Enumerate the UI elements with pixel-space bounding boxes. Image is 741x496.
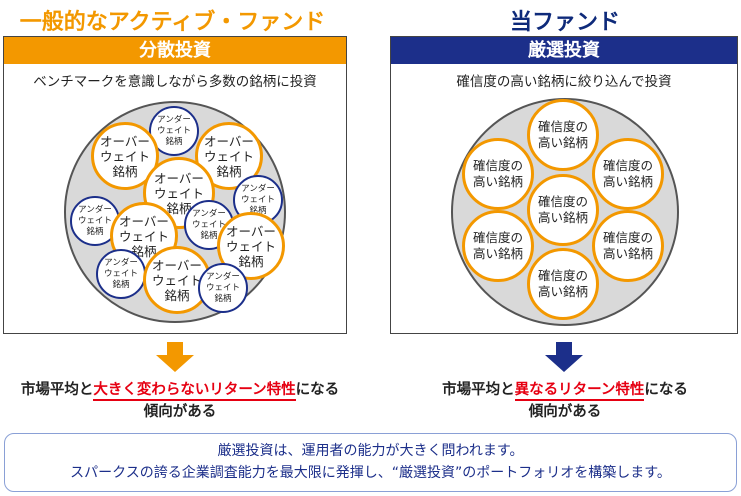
footer-line2: スパークスの誇る企業調査能力を最大限に発揮し、“厳選投資”のポートフォリオを構築… bbox=[70, 465, 671, 481]
right-result-highlight: 異なるリターン特性 bbox=[514, 382, 645, 401]
footer-line1: 厳選投資は、運用者の能力が大きく問われます。 bbox=[217, 443, 524, 459]
right-result-prefix: 市場平均と bbox=[442, 382, 515, 398]
under-weight-circle: アンダー ウェイト 銘柄 bbox=[96, 249, 146, 299]
right-result-text: 市場平均と異なるリターン特性になる 傾向がある bbox=[390, 379, 740, 423]
right-result-line2: 傾向がある bbox=[528, 404, 602, 420]
left-down-arrow bbox=[156, 342, 194, 372]
right-result-suffix: になる bbox=[644, 382, 688, 398]
left-result-prefix: 市場平均と bbox=[20, 382, 94, 398]
high-conviction-circle: 確信度の 高い銘柄 bbox=[592, 138, 664, 210]
high-conviction-circle: 確信度の 高い銘柄 bbox=[592, 210, 664, 282]
over-weight-circle: オーバー ウェイト 銘柄 bbox=[143, 246, 211, 314]
high-conviction-circle: 確信度の 高い銘柄 bbox=[527, 99, 599, 171]
left-result-highlight: 大きく変わらないリターン特性 bbox=[93, 382, 296, 401]
left-result-line2: 傾向がある bbox=[143, 404, 217, 420]
high-conviction-circle: 確信度の 高い銘柄 bbox=[527, 174, 599, 246]
right-heading: 当ファンド bbox=[509, 10, 620, 35]
high-conviction-circle: 確信度の 高い銘柄 bbox=[462, 138, 534, 210]
right-down-arrow bbox=[545, 342, 583, 372]
left-result-text: 市場平均と大きく変わらないリターン特性になる 傾向がある bbox=[0, 379, 360, 423]
left-result-suffix: になる bbox=[295, 382, 340, 398]
left-panel-title: 分散投資 bbox=[4, 37, 346, 64]
under-weight-circle: アンダー ウェイト 銘柄 bbox=[149, 106, 199, 156]
high-conviction-circle: 確信度の 高い銘柄 bbox=[462, 210, 534, 282]
right-panel-title: 厳選投資 bbox=[391, 37, 737, 64]
high-conviction-circle: 確信度の 高い銘柄 bbox=[527, 248, 599, 320]
footer-note: 厳選投資は、運用者の能力が大きく問われます。 スパークスの誇る企業調査能力を最大… bbox=[4, 433, 737, 492]
right-panel-subtitle: 確信度の高い銘柄に絞り込んで投資 bbox=[456, 74, 672, 90]
left-heading: 一般的なアクティブ・ファンド bbox=[19, 10, 326, 35]
under-weight-circle: アンダー ウェイト 銘柄 bbox=[198, 263, 248, 313]
left-panel-subtitle: ベンチマークを意識しながら多数の銘柄に投資 bbox=[33, 74, 317, 90]
